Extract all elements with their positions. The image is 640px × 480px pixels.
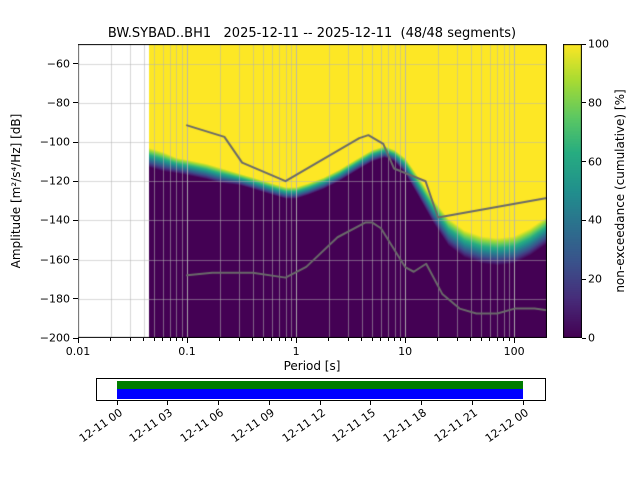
timeline-tick <box>319 401 321 405</box>
timeline-tick <box>471 401 473 405</box>
timeline-tick <box>116 401 118 405</box>
timeline-tick <box>218 401 220 405</box>
x-tick-label: 0.01 <box>65 345 91 358</box>
colorbar-tick-label: 100 <box>588 37 609 51</box>
x-minor-tick <box>285 338 287 341</box>
timeline-tick <box>167 401 169 405</box>
x-minor-tick <box>271 338 273 341</box>
y-tick-label: −160 <box>39 253 70 267</box>
x-minor-tick <box>278 338 280 341</box>
x-minor-tick <box>456 338 458 341</box>
timeline-coverage-bar <box>117 389 524 399</box>
colorbar-tick <box>582 219 586 221</box>
x-minor-tick <box>387 338 389 341</box>
y-tick <box>73 102 78 104</box>
y-tick-label: −140 <box>39 213 70 227</box>
x-minor-tick <box>503 338 505 341</box>
x-minor-tick <box>252 338 254 341</box>
x-minor-tick <box>361 338 363 341</box>
y-tick <box>73 219 78 221</box>
y-tick <box>73 337 78 339</box>
x-minor-tick <box>262 338 264 341</box>
timeline-tick <box>522 401 524 405</box>
colorbar-canvas <box>563 44 582 338</box>
timeline-tick-label: 12-11 00 <box>76 406 125 446</box>
x-minor-tick <box>480 338 482 341</box>
timeline-tick-label: 12-11 21 <box>431 406 480 446</box>
colorbar-tick-label: 40 <box>588 213 602 227</box>
colorbar-tick <box>582 337 586 339</box>
x-minor-tick <box>380 338 382 341</box>
x-tick-label: 0.1 <box>178 345 196 358</box>
x-minor-tick <box>328 338 330 341</box>
x-tick-label: 10 <box>398 345 413 358</box>
x-tick-label: 1 <box>292 345 300 358</box>
x-minor-tick <box>371 338 373 341</box>
y-tick <box>73 259 78 261</box>
timeline-tick-label: 12-11 09 <box>228 406 277 446</box>
x-minor-tick <box>181 338 183 341</box>
y-tick-label: −200 <box>39 331 70 345</box>
y-tick-label: −60 <box>46 57 70 71</box>
x-minor-tick <box>129 338 131 341</box>
x-minor-tick <box>489 338 491 341</box>
x-minor-tick <box>153 338 155 341</box>
y-tick <box>73 141 78 143</box>
timeline-tick-label: 12-11 12 <box>279 406 328 446</box>
y-tick-label: −80 <box>46 96 70 110</box>
x-minor-tick <box>238 338 240 341</box>
x-tick <box>77 338 79 343</box>
timeline-tick-label: 12-11 18 <box>381 406 430 446</box>
chart-title: BW.SYBAD..BH1 2025-12-11 -- 2025-12-11 (… <box>107 26 517 41</box>
y-axis-label: Amplitude [m²/s⁴/Hz] [dB] <box>9 113 23 269</box>
timeline-tick <box>268 401 270 405</box>
colorbar-tick-label: 0 <box>588 331 595 345</box>
x-minor-tick <box>437 338 439 341</box>
colorbar-tick-label: 20 <box>588 272 602 286</box>
timeline-tick <box>421 401 423 405</box>
y-tick-label: −180 <box>39 292 70 306</box>
x-minor-tick <box>394 338 396 341</box>
x-minor-tick <box>399 338 401 341</box>
x-minor-tick <box>508 338 510 341</box>
x-minor-tick <box>496 338 498 341</box>
colorbar-tick <box>582 161 586 163</box>
x-axis-label: Period [s] <box>283 359 341 373</box>
timeline-tick-label: 12-11 06 <box>178 406 227 446</box>
y-tick <box>73 298 78 300</box>
timeline-tick-label: 12-11 03 <box>127 406 176 446</box>
colorbar-tick-label: 80 <box>588 96 602 110</box>
x-minor-tick <box>347 338 349 341</box>
colorbar-tick <box>582 102 586 104</box>
x-minor-tick <box>162 338 164 341</box>
timeline-tick <box>370 401 372 405</box>
x-minor-tick <box>219 338 221 341</box>
x-tick-label: 100 <box>503 345 525 358</box>
timeline-tick-label: 12-11 15 <box>330 406 379 446</box>
x-tick <box>513 338 515 343</box>
x-minor-tick <box>290 338 292 341</box>
x-minor-tick <box>175 338 177 341</box>
y-tick <box>73 180 78 182</box>
y-tick-label: −100 <box>39 135 70 149</box>
colorbar-tick <box>582 278 586 280</box>
x-minor-tick <box>110 338 112 341</box>
colorbar-tick-label: 60 <box>588 155 602 169</box>
y-tick <box>73 63 78 65</box>
timeline-tick-label: 12-12 00 <box>482 406 531 446</box>
ppsd-heatmap-canvas <box>78 44 547 338</box>
timeline-segments-bar <box>117 381 524 389</box>
x-minor-tick <box>143 338 145 341</box>
x-tick <box>404 338 406 343</box>
x-tick <box>186 338 188 343</box>
x-minor-tick <box>169 338 171 341</box>
colorbar-label: non-exceedance (cumulative) [%] <box>613 89 627 293</box>
x-minor-tick <box>470 338 472 341</box>
colorbar-tick <box>582 43 586 45</box>
y-tick-label: −120 <box>39 174 70 188</box>
x-tick <box>295 338 297 343</box>
